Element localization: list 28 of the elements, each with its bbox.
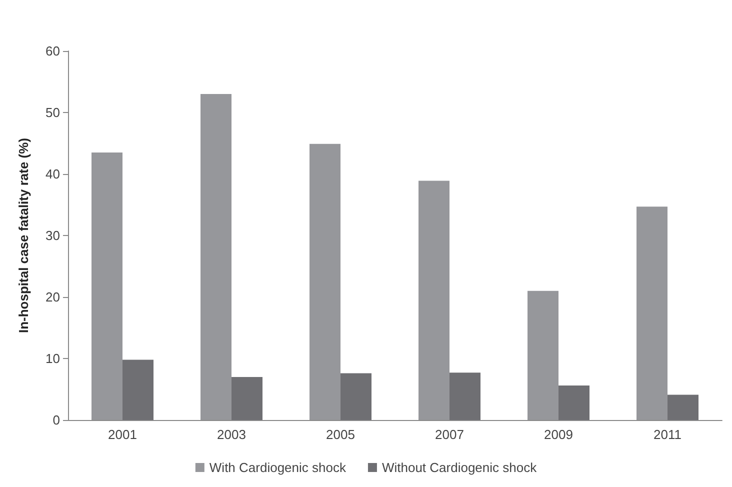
bar (122, 360, 154, 420)
y-tick-label: 10 (46, 351, 60, 366)
bar (558, 386, 590, 420)
y-axis-title: In-hospital case fatality rate (%) (16, 138, 31, 334)
y-tick-label: 0 (52, 412, 60, 428)
y-tick-label: 40 (46, 166, 60, 182)
bar (340, 373, 372, 420)
bar (310, 144, 340, 420)
bar (668, 394, 698, 420)
y-tick-label: 50 (46, 105, 60, 120)
bar (528, 290, 558, 420)
bar (92, 152, 122, 420)
x-tick-label: 2003 (217, 427, 246, 442)
legend-label: Without Cardiogenic shock (382, 460, 538, 475)
bar (232, 376, 262, 420)
x-tick-label: 2009 (544, 427, 573, 442)
bar (636, 206, 668, 420)
bar (450, 372, 480, 420)
x-tick-label: 2011 (654, 427, 682, 442)
x-tick-label: 2001 (108, 427, 137, 442)
bar (418, 180, 450, 420)
legend-label: With Cardiogenic shock (209, 460, 346, 475)
x-tick-label: 2007 (435, 427, 464, 442)
y-tick-label: 60 (46, 44, 60, 58)
x-tick-label: 2005 (326, 427, 355, 442)
y-tick-label: 20 (46, 290, 60, 304)
bar (200, 94, 232, 420)
y-tick-label: 30 (46, 228, 60, 243)
